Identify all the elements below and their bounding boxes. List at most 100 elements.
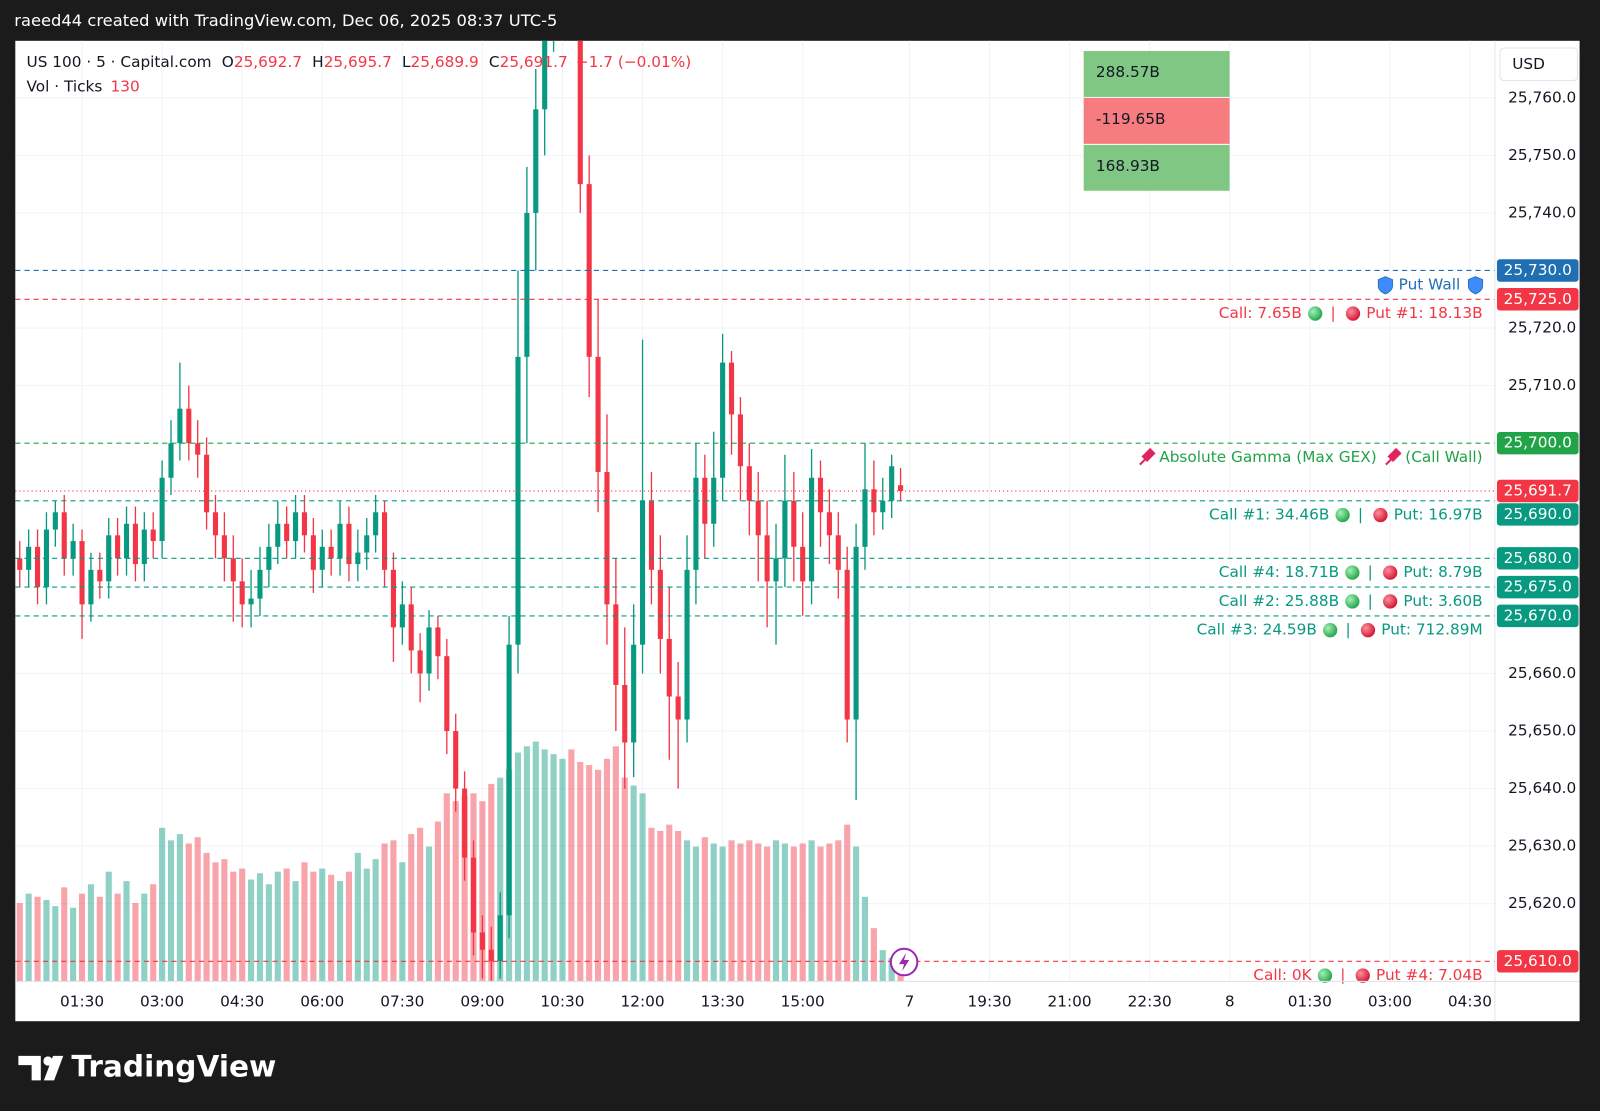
candle-body <box>426 627 432 674</box>
volume-bar <box>399 862 406 982</box>
candle-body <box>230 558 236 582</box>
table-cell <box>1083 97 1230 144</box>
last-price-label: 25,691.7 <box>1504 481 1572 499</box>
candle-body <box>52 512 58 530</box>
candle-body <box>880 500 886 513</box>
volume-bar <box>194 837 201 982</box>
candle-body <box>773 558 779 582</box>
candle-body <box>506 644 512 916</box>
candle-body <box>123 523 130 559</box>
currency-box[interactable] <box>1499 47 1579 82</box>
y-tick-label: 25,620.0 <box>1508 894 1576 912</box>
x-tick-label: 21:00 <box>1048 992 1092 1010</box>
candle-body <box>898 485 904 491</box>
ohlc-value: 25,691.7 <box>500 53 568 71</box>
table-cell <box>1083 144 1230 191</box>
x-tick-label: 03:00 <box>140 992 184 1010</box>
level-annotation: Call #3: 24.59B <box>1197 621 1317 639</box>
volume-bar <box>479 801 486 982</box>
logo-glyph <box>18 1055 41 1081</box>
candle-body <box>684 569 690 720</box>
volume-bar <box>648 827 655 982</box>
candle-body <box>693 477 699 570</box>
replay-bolt <box>898 952 910 972</box>
ohlc-key: L <box>402 53 411 71</box>
axis-layer: 25,620.0 25,630.0 25,640.0 25,650.0 25,660.0… <box>60 88 1579 1010</box>
volume-bar <box>114 893 121 982</box>
candle-body <box>408 604 414 651</box>
candle-body <box>17 558 23 570</box>
volume-bar <box>870 928 877 982</box>
replay-icon[interactable] <box>889 947 919 977</box>
volume-bar <box>425 846 433 982</box>
ohlc-key: H <box>312 53 324 71</box>
volume-bar <box>541 749 548 982</box>
candle-layer <box>17 40 904 982</box>
level-price-label: 25,670.0 <box>1504 606 1572 624</box>
candle-body <box>889 466 895 501</box>
ohlc-key: C <box>489 53 500 71</box>
level-annotation: (Call Wall) <box>1405 448 1482 466</box>
candle-body <box>115 535 121 559</box>
volume-bar <box>16 903 23 982</box>
candle-body <box>862 489 868 547</box>
candle-body <box>417 650 423 674</box>
candle-body <box>444 656 450 732</box>
volume-bar <box>452 801 459 982</box>
volume-bar <box>701 837 708 982</box>
candle-body <box>720 362 726 478</box>
level-price-label: 25,610.0 <box>1504 952 1572 970</box>
y-tick-label: 25,640.0 <box>1508 779 1576 797</box>
y-tick-label: 25,740.0 <box>1508 203 1576 221</box>
level-dot <box>1308 306 1323 321</box>
x-tick-label: 06:00 <box>300 992 344 1010</box>
candle-body <box>159 477 165 542</box>
shield-icon <box>1467 276 1484 295</box>
volume-bar <box>203 852 210 982</box>
volume-bar <box>835 840 842 982</box>
ohlc-value: 25,689.9 <box>411 53 479 71</box>
level-price-label: 25,725.0 <box>1504 290 1572 308</box>
candle-body <box>257 569 263 599</box>
candle-body <box>497 915 503 962</box>
volume-bar <box>434 821 441 982</box>
candle-body <box>533 109 539 213</box>
level-price-box <box>1496 431 1579 455</box>
candle-body <box>577 40 583 185</box>
symbol: US 100 · 5 · Capital.com <box>27 53 212 71</box>
candle-body <box>817 477 824 513</box>
candle-body <box>835 535 841 570</box>
volume-bar <box>132 903 139 982</box>
candle-body <box>61 512 67 559</box>
volume-bar <box>87 884 94 982</box>
level-separator: | <box>1345 621 1350 639</box>
level-annotation: Absolute Gamma (Max GEX) <box>1159 448 1376 466</box>
x-tick-label: 03:00 <box>1368 992 1412 1010</box>
volume-bar <box>817 846 824 982</box>
level-dot <box>1345 594 1360 609</box>
candle-body <box>221 535 227 559</box>
watermark: raeed44 created with TradingView.com, De… <box>14 11 557 30</box>
level-annotation: Call #2: 25.88B <box>1219 592 1339 610</box>
volume-bar <box>239 868 246 982</box>
candle-body <box>373 512 379 536</box>
volume-bar <box>844 824 851 982</box>
y-tick-label: 25,750.0 <box>1508 146 1576 164</box>
volume-bar <box>336 881 344 982</box>
ohlc-value: 25,695.7 <box>324 53 392 71</box>
volume-bar <box>692 846 699 982</box>
volume-bar <box>417 827 424 982</box>
volume-bar <box>363 868 370 982</box>
candle-body <box>364 535 370 553</box>
volume-bar <box>728 840 735 982</box>
candle-body <box>150 529 156 542</box>
level-annotation: Call: 7.65B <box>1219 304 1302 322</box>
volume-bar <box>853 846 860 982</box>
volume-bar <box>568 749 575 982</box>
candle-body <box>728 362 735 415</box>
volume-bar <box>43 899 50 982</box>
volume-bar <box>630 785 637 982</box>
volume-bar <box>96 896 103 982</box>
candle-body <box>800 546 806 582</box>
